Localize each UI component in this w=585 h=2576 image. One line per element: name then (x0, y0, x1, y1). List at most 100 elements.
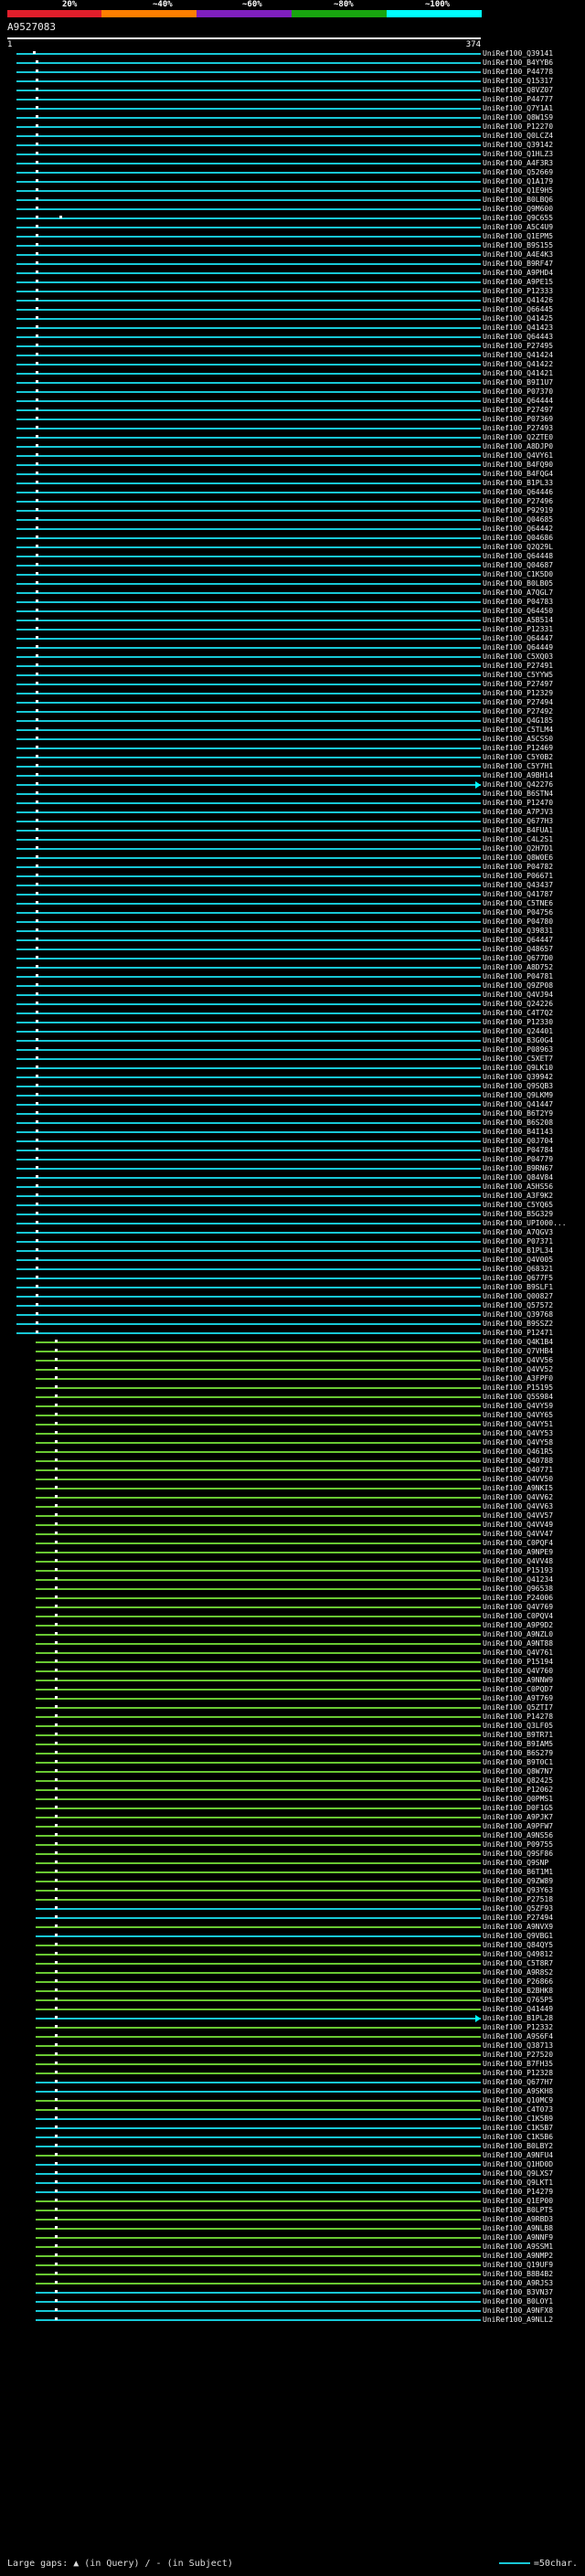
alignment-bar[interactable] (36, 1515, 481, 1517)
hit-label[interactable]: UniRef100_Q1EP00 (483, 2197, 554, 2205)
hit-row[interactable]: UniRef100_C5Y7H1 (0, 762, 585, 771)
hit-row[interactable]: UniRef100_Q24401 (0, 1027, 585, 1036)
hit-label[interactable]: UniRef100_A5C4U9 (483, 223, 554, 231)
alignment-bar[interactable] (36, 1689, 481, 1691)
hit-row[interactable]: UniRef100_Q24226 (0, 1000, 585, 1009)
hit-row[interactable]: UniRef100_A9BH14 (0, 771, 585, 780)
hit-label[interactable]: UniRef100_P27494 (483, 1913, 554, 1922)
alignment-bar[interactable] (16, 254, 481, 256)
hit-label[interactable]: UniRef100_A4F3R3 (483, 159, 554, 167)
alignment-bar[interactable] (16, 976, 481, 978)
hit-row[interactable]: UniRef100_A9PE15 (0, 278, 585, 287)
hit-row[interactable]: UniRef100_C1K5B9 (0, 2115, 585, 2124)
hit-label[interactable]: UniRef100_Q9LXS7 (483, 2169, 554, 2178)
alignment-bar[interactable] (16, 757, 481, 758)
hit-row[interactable]: UniRef100_B2BHK8 (0, 1987, 585, 1996)
hit-row[interactable]: UniRef100_B9SSZ2 (0, 1320, 585, 1329)
hit-label[interactable]: UniRef100_Q40771 (483, 1466, 554, 1474)
hit-label[interactable]: UniRef100_P08963 (483, 1045, 554, 1054)
hit-row[interactable]: UniRef100_Q82425 (0, 1776, 585, 1786)
alignment-bar[interactable] (16, 921, 481, 923)
alignment-bar[interactable] (36, 1579, 481, 1581)
hit-label[interactable]: UniRef100_B3G0G4 (483, 1036, 554, 1044)
alignment-bar[interactable] (16, 556, 481, 557)
alignment-bar[interactable] (16, 227, 481, 228)
hit-row[interactable]: UniRef100_P12329 (0, 689, 585, 698)
alignment-bar[interactable] (36, 1999, 481, 2001)
hit-row[interactable]: UniRef100_Q38713 (0, 2041, 585, 2051)
alignment-bar[interactable] (36, 1734, 481, 1736)
alignment-bar[interactable] (16, 875, 481, 877)
hit-row[interactable]: UniRef100_B4FQG4 (0, 470, 585, 479)
hit-label[interactable]: UniRef100_Q4VY51 (483, 1420, 554, 1428)
alignment-bar[interactable] (16, 309, 481, 311)
hit-label[interactable]: UniRef100_A9NT88 (483, 1639, 554, 1648)
hit-label[interactable]: UniRef100_C4L2S1 (483, 835, 554, 843)
hit-row[interactable]: UniRef100_B1PL34 (0, 1246, 585, 1256)
hit-label[interactable]: UniRef100_Q4V769 (483, 1603, 554, 1611)
alignment-bar[interactable] (36, 1542, 481, 1544)
alignment-bar[interactable] (16, 382, 481, 384)
alignment-bar[interactable] (16, 565, 481, 567)
hit-label[interactable]: UniRef100_A9NVX9 (483, 1923, 554, 1931)
hit-label[interactable]: UniRef100_Q8W1S9 (483, 113, 554, 122)
hit-label[interactable]: UniRef100_Q4VY53 (483, 1429, 554, 1437)
hit-label[interactable]: UniRef100_Q57572 (483, 1301, 554, 1309)
alignment-bar[interactable] (16, 629, 481, 631)
alignment-bar[interactable] (16, 656, 481, 658)
alignment-bar[interactable] (16, 1259, 481, 1261)
alignment-bar[interactable] (16, 885, 481, 886)
hit-label[interactable]: UniRef100_Q4VV56 (483, 1356, 554, 1364)
hit-row[interactable]: UniRef100_P12331 (0, 625, 585, 634)
hit-row[interactable]: UniRef100_P12469 (0, 744, 585, 753)
alignment-bar[interactable] (16, 1168, 481, 1170)
alignment-bar[interactable] (16, 528, 481, 530)
alignment-bar[interactable] (16, 857, 481, 859)
alignment-bar[interactable] (16, 958, 481, 959)
hit-row[interactable]: UniRef100_Q8W0E6 (0, 853, 585, 863)
hit-label[interactable]: UniRef100_UPI000... (483, 1219, 567, 1227)
alignment-bar[interactable] (36, 1424, 481, 1426)
hit-label[interactable]: UniRef100_Q5ZTI7 (483, 1703, 554, 1712)
hit-label[interactable]: UniRef100_B1PL34 (483, 1246, 554, 1255)
alignment-bar[interactable] (16, 1186, 481, 1188)
hit-row[interactable]: UniRef100_Q15317 (0, 77, 585, 86)
hit-row[interactable]: UniRef100_B9S155 (0, 241, 585, 250)
hit-label[interactable]: UniRef100_Q9C655 (483, 214, 554, 222)
hit-label[interactable]: UniRef100_Q04687 (483, 561, 554, 569)
hit-label[interactable]: UniRef100_Q52669 (483, 168, 554, 176)
alignment-bar[interactable] (16, 647, 481, 649)
hit-row[interactable]: UniRef100_A9NVX9 (0, 1923, 585, 1932)
alignment-bar[interactable] (36, 2200, 481, 2202)
hit-row[interactable]: UniRef100_Q64442 (0, 525, 585, 534)
alignment-bar[interactable] (16, 355, 481, 356)
alignment-bar[interactable] (16, 1113, 481, 1115)
hit-row[interactable]: UniRef100_Q4VV52 (0, 1365, 585, 1374)
hit-row[interactable]: UniRef100_Q4VY59 (0, 1402, 585, 1411)
alignment-bar[interactable] (16, 1195, 481, 1197)
hit-row[interactable]: UniRef100_Q5ZTI7 (0, 1703, 585, 1712)
alignment-bar[interactable] (16, 1159, 481, 1161)
alignment-bar[interactable] (16, 1268, 481, 1270)
hit-row[interactable]: UniRef100_B3VN37 (0, 2288, 585, 2297)
hit-row[interactable]: UniRef100_D0F1G5 (0, 1804, 585, 1813)
hit-row[interactable]: UniRef100_B6S208 (0, 1118, 585, 1128)
hit-row[interactable]: UniRef100_A9NT88 (0, 1639, 585, 1648)
hit-row[interactable]: UniRef100_P06671 (0, 872, 585, 881)
hit-label[interactable]: UniRef100_C4T7Q2 (483, 1009, 554, 1017)
hit-row[interactable]: UniRef100_Q57572 (0, 1301, 585, 1310)
alignment-bar[interactable] (16, 1086, 481, 1087)
hit-row[interactable]: UniRef100_A9NNF9 (0, 2233, 585, 2242)
hit-row[interactable]: UniRef100_A3FPF0 (0, 1374, 585, 1383)
hit-row[interactable]: UniRef100_C4T073 (0, 2105, 585, 2115)
hit-row[interactable]: UniRef100_P24006 (0, 1594, 585, 1603)
hit-label[interactable]: UniRef100_B0LPT5 (483, 2206, 554, 2214)
hit-label[interactable]: UniRef100_Q41787 (483, 890, 554, 898)
hit-row[interactable]: UniRef100_P14278 (0, 1712, 585, 1722)
hit-row[interactable]: UniRef100_Q1EP00 (0, 2197, 585, 2206)
hit-label[interactable]: UniRef100_Q4VV52 (483, 1365, 554, 1373)
alignment-bar[interactable] (16, 117, 481, 119)
hit-label[interactable]: UniRef100_Q66445 (483, 305, 554, 313)
hit-row[interactable]: UniRef100_P26866 (0, 1977, 585, 1987)
hit-row[interactable]: UniRef100_Q93Y63 (0, 1886, 585, 1895)
